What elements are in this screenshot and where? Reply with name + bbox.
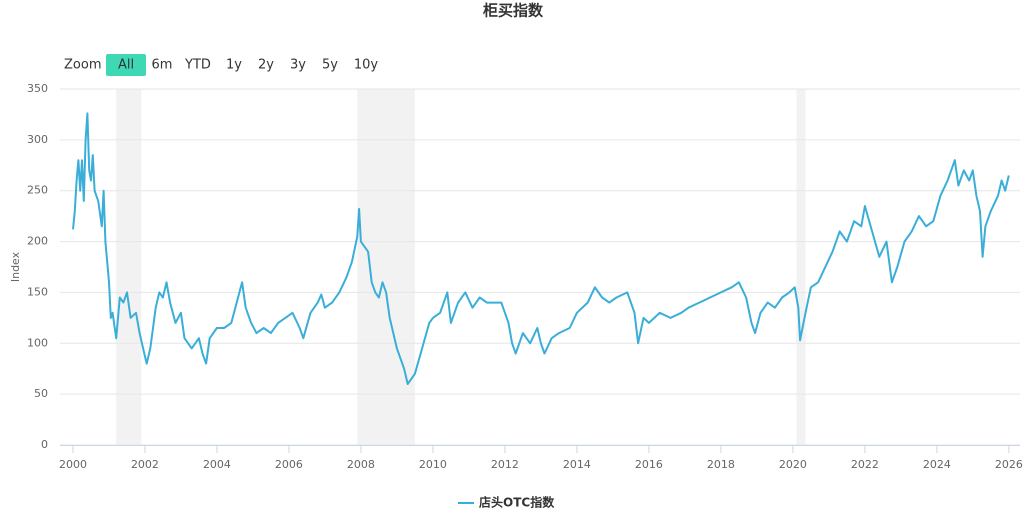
y-tick-label: 100 [27, 336, 48, 349]
x-tick-label: 2014 [563, 458, 591, 471]
zoom-label: Zoom [64, 58, 101, 73]
x-tick-label: 2012 [491, 458, 519, 471]
x-tick-label: 2018 [707, 458, 735, 471]
y-axis-title: Index [9, 251, 22, 282]
x-tick-label: 2016 [635, 458, 663, 471]
x-tick-label: 2010 [419, 458, 447, 471]
y-tick-label: 0 [41, 438, 48, 451]
plot-band [796, 89, 806, 445]
y-tick-label: 250 [27, 184, 48, 197]
y-tick-label: 150 [27, 285, 48, 298]
x-tick-label: 2004 [203, 458, 231, 471]
x-tick-label: 2026 [995, 458, 1023, 471]
x-tick-label: 2008 [347, 458, 375, 471]
range-button[interactable]: 5y [322, 58, 338, 73]
range-button[interactable]: YTD [184, 58, 211, 73]
x-tick-label: 2000 [59, 458, 87, 471]
legend-label[interactable]: 店头OTC指数 [479, 495, 555, 510]
plot-band [357, 89, 415, 445]
range-button[interactable]: All [118, 58, 134, 73]
series-line [72, 112, 1010, 385]
y-tick-label: 350 [27, 82, 48, 95]
chart-title: 柜买指数 [482, 2, 544, 20]
range-button-bg [106, 54, 146, 76]
range-button[interactable]: 6m [152, 58, 173, 73]
y-tick-label: 50 [34, 387, 48, 400]
x-tick-label: 2006 [275, 458, 303, 471]
range-button[interactable]: 1y [226, 58, 242, 73]
range-button[interactable]: 10y [354, 58, 379, 73]
y-tick-label: 200 [27, 235, 48, 248]
range-button[interactable]: 2y [258, 58, 274, 73]
x-tick-label: 2002 [131, 458, 159, 471]
x-tick-label: 2022 [851, 458, 879, 471]
x-tick-label: 2024 [923, 458, 951, 471]
x-tick-label: 2020 [779, 458, 807, 471]
y-tick-label: 300 [27, 133, 48, 146]
range-button[interactable]: 3y [290, 58, 306, 73]
plot-band [116, 89, 142, 445]
